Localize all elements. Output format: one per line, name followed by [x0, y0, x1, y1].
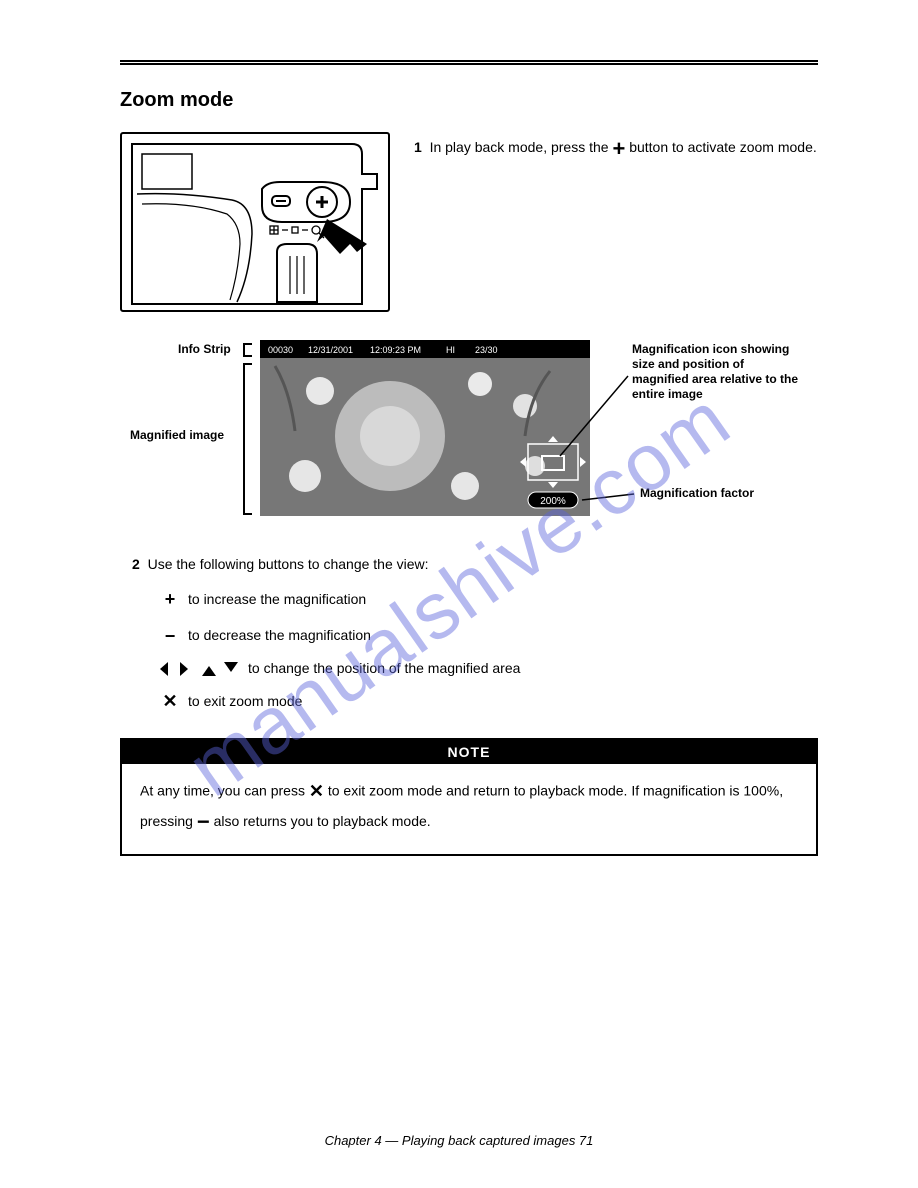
- note-box: NOTE At any time, you can press ✕ to exi…: [120, 738, 818, 856]
- plus-icon: +: [160, 583, 180, 615]
- lcd-annotated-figure: Info Strip Magnified image Magnification…: [130, 336, 810, 536]
- step-1-text-b: button to activate zoom mode.: [629, 139, 817, 155]
- section-heading: Zoom mode: [120, 89, 818, 112]
- step-1-number: 1: [414, 139, 422, 155]
- zoom-level-readout: 200%: [540, 496, 566, 507]
- minus-icon: −: [160, 620, 180, 652]
- step-2-number: 2: [132, 556, 140, 572]
- note-body-a: At any time, you can press: [140, 782, 309, 798]
- strip-count: 23/30: [475, 345, 498, 355]
- minus-icon: −: [197, 809, 210, 834]
- control-arrows-text: to change the position of the magnified …: [248, 656, 520, 681]
- step-2: 2 Use the following buttons to change th…: [132, 552, 818, 718]
- camera-illustration: [120, 132, 390, 312]
- step-1-text-a: In play back mode, press the: [430, 139, 613, 155]
- cancel-icon: ✕: [160, 685, 180, 717]
- arrow-icons: [160, 660, 240, 678]
- control-minus-text: to decrease the magnification: [188, 623, 371, 648]
- note-body-c: also returns you to playback mode.: [214, 813, 431, 829]
- note-header: NOTE: [122, 740, 816, 764]
- cancel-icon: ✕: [309, 781, 324, 801]
- strip-frame: 00030: [268, 345, 293, 355]
- control-cancel-text: to exit zoom mode: [188, 689, 302, 714]
- control-plus-text: to increase the magnification: [188, 587, 366, 612]
- step-1: 1 In play back mode, press the + button …: [414, 132, 817, 171]
- divider-top: [120, 60, 818, 65]
- step-2-intro: Use the following buttons to change the …: [148, 556, 429, 572]
- plus-icon: +: [612, 136, 625, 161]
- strip-date: 12/31/2001: [308, 345, 353, 355]
- page-footer: Chapter 4 — Playing back captured images…: [0, 1133, 918, 1148]
- strip-time: 12:09:23 PM: [370, 345, 421, 355]
- strip-quality: HI: [446, 345, 455, 355]
- note-body: At any time, you can press ✕ to exit zoo…: [122, 764, 816, 854]
